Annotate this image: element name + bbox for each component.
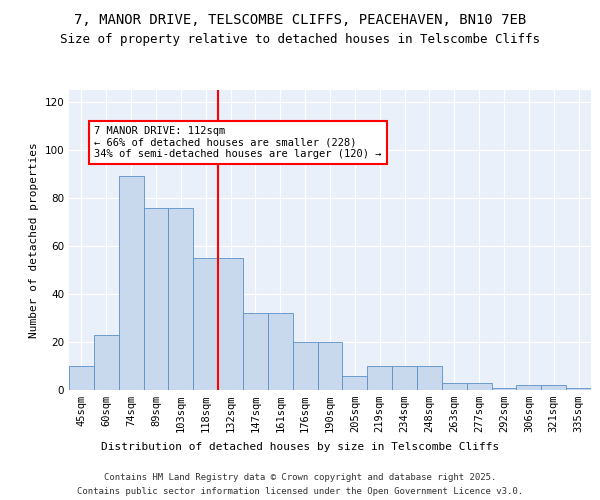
Text: 7, MANOR DRIVE, TELSCOMBE CLIFFS, PEACEHAVEN, BN10 7EB: 7, MANOR DRIVE, TELSCOMBE CLIFFS, PEACEH…: [74, 12, 526, 26]
Text: 7 MANOR DRIVE: 112sqm
← 66% of detached houses are smaller (228)
34% of semi-det: 7 MANOR DRIVE: 112sqm ← 66% of detached …: [94, 126, 382, 159]
Bar: [517, 385, 541, 390]
Bar: [467, 383, 491, 390]
Bar: [442, 383, 467, 390]
Text: Size of property relative to detached houses in Telscombe Cliffs: Size of property relative to detached ho…: [60, 32, 540, 46]
Bar: [367, 366, 392, 390]
Bar: [491, 388, 517, 390]
Bar: [268, 313, 293, 390]
Bar: [392, 366, 417, 390]
Bar: [143, 208, 169, 390]
Bar: [293, 342, 317, 390]
Bar: [218, 258, 243, 390]
Y-axis label: Number of detached properties: Number of detached properties: [29, 142, 39, 338]
Bar: [343, 376, 367, 390]
Bar: [69, 366, 94, 390]
Bar: [193, 258, 218, 390]
Text: Contains HM Land Registry data © Crown copyright and database right 2025.: Contains HM Land Registry data © Crown c…: [104, 472, 496, 482]
Bar: [119, 176, 143, 390]
Text: Distribution of detached houses by size in Telscombe Cliffs: Distribution of detached houses by size …: [101, 442, 499, 452]
Bar: [417, 366, 442, 390]
Bar: [541, 385, 566, 390]
Bar: [94, 335, 119, 390]
Bar: [566, 388, 591, 390]
Bar: [317, 342, 343, 390]
Text: Contains public sector information licensed under the Open Government Licence v3: Contains public sector information licen…: [77, 488, 523, 496]
Bar: [169, 208, 193, 390]
Bar: [243, 313, 268, 390]
